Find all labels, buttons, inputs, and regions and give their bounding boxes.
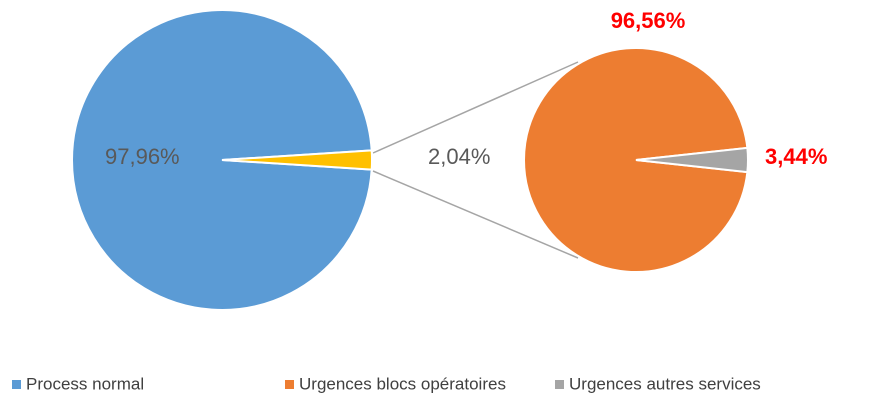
legend-label: Urgences blocs opératoires [299, 374, 506, 393]
pie-slice [635, 146, 749, 174]
legend-label: Process normal [26, 374, 144, 393]
data-label: 97,96% [105, 144, 180, 169]
connector [372, 61, 579, 154]
data-label: 2,04% [428, 144, 490, 169]
legend-swatch [285, 380, 294, 389]
pie-slice [523, 47, 749, 273]
data-label: 96,56% [611, 8, 686, 33]
pie-slice [221, 149, 373, 171]
connector [372, 170, 579, 259]
data-label: 3,44% [765, 144, 827, 169]
pie-slice [71, 9, 373, 311]
legend-label: Urgences autres services [569, 374, 761, 393]
legend-swatch [12, 380, 21, 389]
legend-swatch [555, 380, 564, 389]
